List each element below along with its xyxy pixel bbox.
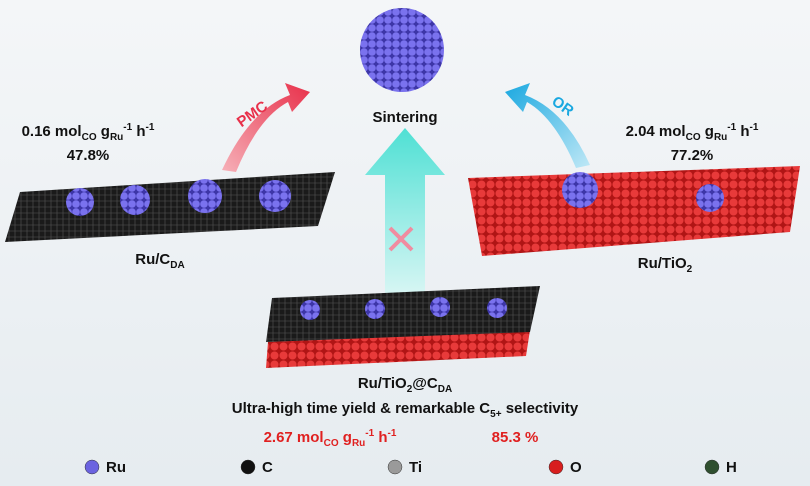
legend-label: C [262,459,273,476]
text-part: Ru [110,132,123,143]
right-selectivity: 77.2% [671,147,714,164]
text-part: 0.16 mol [22,123,82,140]
text-part: -1 [365,428,374,439]
right-name: Ru/TiO2 [638,255,693,275]
text-part: g [97,123,110,140]
legend-label: H [726,459,737,476]
text-part: Ultra-high time yield & remarkable C [232,400,491,417]
text-part: g [701,123,714,140]
bottom-selectivity: 85.3 % [492,429,539,446]
ru-cluster [430,297,450,317]
clusters [66,172,724,320]
legend-swatch [548,459,564,475]
ru-cluster [188,179,222,213]
text-part: Ru/TiO [638,255,687,272]
legend-swatch [387,459,403,475]
text-part: CO [686,132,701,143]
text-part: Ru/TiO [358,375,407,392]
text-part: 2 [687,264,693,275]
text-part: 2.67 mol [264,429,324,446]
legend-swatch [84,459,100,475]
text-part: g [339,429,352,446]
text-part: CO [82,132,97,143]
text-part: selectivity [502,400,579,417]
legend: Ru C Ti O H [84,459,737,476]
left-selectivity: 47.8% [67,147,110,164]
text-part: -1 [146,122,155,133]
text-part: @C [412,375,438,392]
text-part: Ru [352,438,365,449]
text-part: -1 [388,428,397,439]
blocked-mark [388,226,414,252]
legend-label: O [570,459,582,476]
text-part: -1 [750,122,759,133]
up-arrow [365,128,445,295]
ru-cluster [487,298,507,318]
center-label: Sintering [372,109,437,126]
right-rate: 2.04 molCO gRu-1 h-1 [626,122,759,143]
text-part: h [132,123,145,140]
legend-swatch [704,459,720,475]
text-part: -1 [727,122,736,133]
text-part: 2.04 mol [626,123,686,140]
carbon-support [5,172,335,242]
sintered-cluster [360,8,444,92]
pmc-arrow [222,83,310,172]
ru-cluster [66,188,94,216]
text-part: h [736,123,749,140]
ru-cluster [696,184,724,212]
bottom-rate: 2.67 molCO gRu-1 h-1 [264,428,397,449]
legend-label: Ru [106,459,126,476]
text-part: CO [324,438,339,449]
text-part: -1 [123,122,132,133]
ru-cluster [365,299,385,319]
or-arrow [505,83,590,168]
text-part: h [374,429,387,446]
text-part: 2 [407,384,413,395]
left-name: Ru/CDA [135,251,184,271]
text-part: 5+ [490,409,502,420]
ru-cluster [259,180,291,212]
ru-cluster [562,172,598,208]
legend-swatch [240,459,256,475]
text-part: Ru/C [135,251,170,268]
text-part: Ru [714,132,727,143]
text-part: DA [438,384,452,395]
legend-label: Ti [409,459,422,476]
bottom-name: Ru/TiO2@CDA [358,375,452,395]
text-part: DA [170,260,184,271]
left-rate: 0.16 molCO gRu-1 h-1 [22,122,155,143]
ru-cluster [300,300,320,320]
bottom-caption: Ultra-high time yield & remarkable C5+ s… [232,400,579,420]
ru-cluster [120,185,150,215]
carbon-support [266,286,540,342]
